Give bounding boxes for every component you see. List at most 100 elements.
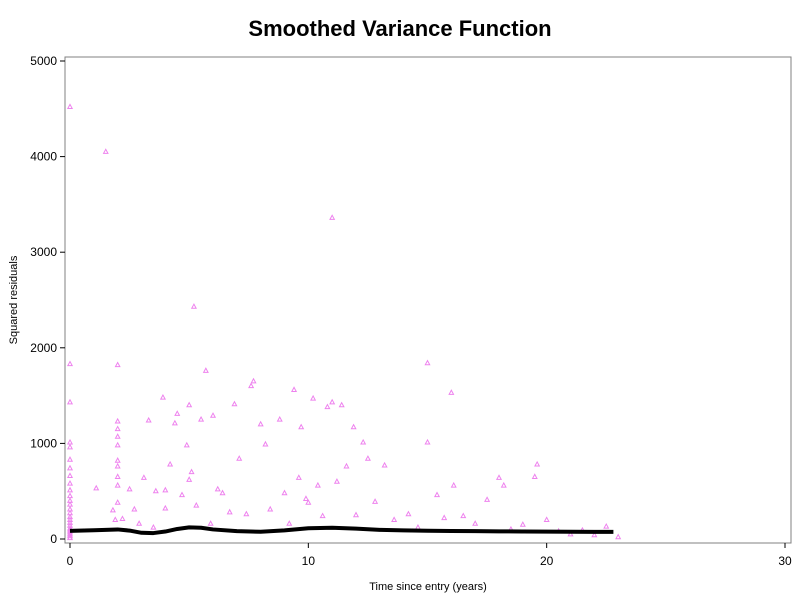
scatter-point (543, 516, 550, 522)
scatter-point (448, 389, 455, 395)
y-axis-label: Squared residuals (8, 255, 20, 344)
scatter-point (114, 462, 121, 469)
y-axis: 0 1000 2000 3000 4000 5000 (30, 54, 65, 546)
scatter-point (159, 393, 166, 400)
scatter-point (460, 512, 467, 519)
scatter-point (207, 520, 214, 526)
scatter-point (450, 481, 457, 488)
x-tick-label: 30 (778, 554, 792, 568)
scatter-point (119, 515, 126, 522)
y-tick-label: 0 (50, 532, 57, 546)
scatter-point (372, 498, 379, 504)
scatter-point (112, 516, 119, 522)
scatter-point (352, 511, 360, 518)
scatter-point (131, 505, 138, 512)
scatter-point (484, 496, 491, 502)
scatter-point (93, 484, 100, 491)
scatter-point (162, 504, 169, 511)
y-tick-label: 5000 (30, 54, 57, 68)
x-tick-label: 10 (302, 554, 316, 568)
scatter-point (198, 415, 205, 422)
scatter-point (66, 534, 74, 541)
y-tick-label: 1000 (30, 436, 57, 450)
scatter-point (257, 420, 264, 427)
scatter-point (286, 520, 293, 526)
smoothed-curve (69, 525, 614, 536)
scatter-point (66, 532, 74, 539)
scatter-point (472, 520, 479, 526)
scatter-point (114, 361, 121, 368)
scatter-point (591, 531, 598, 538)
scatter-point (114, 457, 121, 463)
scatter-point (495, 474, 503, 480)
plot-frame (64, 56, 792, 544)
scatter-point (66, 103, 74, 109)
scatter-point (567, 530, 574, 537)
scatter-point (190, 303, 197, 309)
scatter-point (162, 486, 169, 493)
y-tick-label: 2000 (30, 341, 57, 355)
scatter-point (364, 455, 371, 461)
scatter-point (248, 382, 255, 389)
scatter-point (171, 419, 178, 426)
scatter-point (500, 481, 507, 488)
x-axis: 0 10 20 30 (67, 543, 792, 568)
scatter-point (174, 410, 181, 416)
scatter-point (186, 476, 193, 482)
y-tick-label: 4000 (30, 150, 57, 164)
scatter-point (66, 519, 74, 525)
scatter-point (145, 416, 152, 423)
scatter-point (150, 523, 157, 530)
scatter-point (188, 468, 195, 475)
scatter-point (226, 508, 233, 515)
scatter-point (281, 489, 288, 496)
x-axis-label: Time since entry (years) (369, 581, 487, 593)
scatter-point (433, 491, 441, 498)
scatter-point (140, 474, 147, 480)
scatter-point (66, 398, 74, 405)
scatter-point (290, 386, 298, 392)
scatter-point (424, 359, 431, 366)
scatter-point (319, 512, 326, 519)
scatter-point (66, 516, 74, 522)
scatter-point (276, 415, 283, 422)
scatter-point (231, 400, 238, 407)
scatter-point (338, 401, 345, 408)
scatter-point (441, 514, 448, 521)
scatter-point (202, 367, 209, 373)
scatter-point (360, 438, 367, 445)
scatter-point (66, 438, 74, 445)
scatter-point (243, 510, 250, 517)
x-tick-label: 0 (67, 554, 74, 568)
scatter-point (114, 473, 121, 479)
scatter-point (333, 478, 340, 484)
scatter-point (66, 492, 74, 499)
y-tick-label: 3000 (30, 245, 57, 259)
scatter-point (66, 360, 74, 367)
scatter-point (66, 513, 74, 520)
scatter-point (329, 214, 336, 220)
scatter-point (66, 456, 74, 462)
scatter-point (267, 505, 274, 512)
scatter-point (350, 423, 357, 430)
scatter-point (519, 521, 526, 527)
scatter-point (424, 438, 431, 445)
scatter-point (66, 472, 74, 479)
scatter-point (114, 441, 121, 448)
scatter-point (324, 403, 331, 410)
scatter-point (114, 425, 121, 432)
scatter-point (152, 487, 159, 494)
scatter-point (236, 455, 243, 461)
scatter-point (405, 510, 412, 517)
scatter-point (114, 433, 121, 439)
scatter-point (534, 460, 541, 467)
scatter-points (66, 103, 622, 541)
scatter-point (603, 523, 610, 529)
scatter-point (295, 474, 302, 480)
scatter-point (66, 486, 74, 493)
scatter-point (66, 479, 74, 486)
scatter-point (214, 485, 221, 492)
scatter-point (178, 491, 186, 498)
chart-title: Smoothed Variance Function (248, 16, 552, 41)
